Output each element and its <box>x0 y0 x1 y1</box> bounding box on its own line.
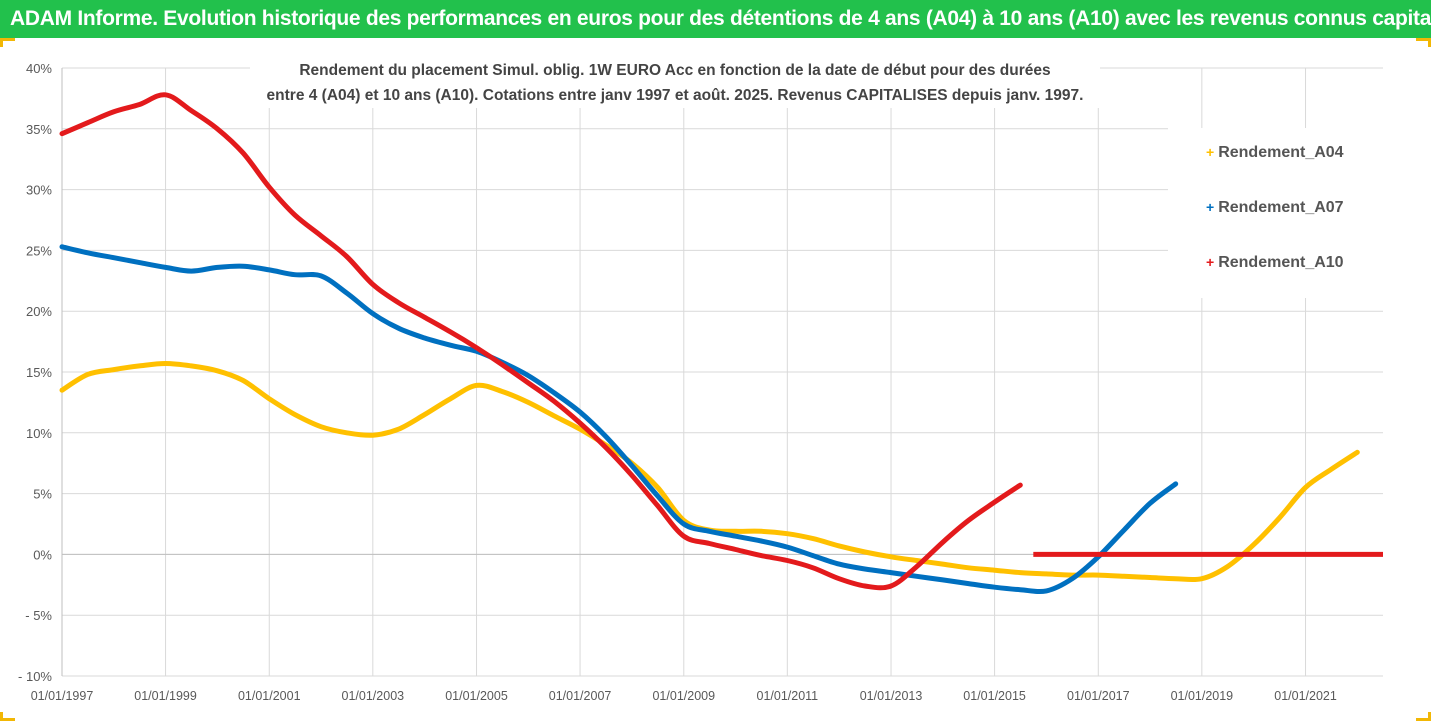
x-tick-label: 01/01/2003 <box>342 689 405 703</box>
legend-label-a07: Rendement_A07 <box>1218 199 1344 216</box>
y-axis-ticks: - 10% - 5% 0% 5% 10% 15% 20% 25% 30% 35% 40% <box>18 61 52 684</box>
x-tick-label: 01/01/1999 <box>134 689 197 703</box>
legend-marker-icon: + <box>1206 254 1215 270</box>
y-tick-label: 0% <box>33 547 52 562</box>
y-tick-label: 35% <box>26 122 52 137</box>
x-tick-label: 01/01/2007 <box>549 689 612 703</box>
series-line-rendement-a04 <box>59 361 1360 583</box>
legend-item-a10: + Rendement_A10 <box>1206 254 1344 278</box>
y-tick-label: 10% <box>26 426 52 441</box>
x-tick-label: 01/01/2019 <box>1171 689 1234 703</box>
x-tick-label: 01/01/2009 <box>652 689 715 703</box>
series-line-rendement-a10 <box>59 92 1023 591</box>
x-tick-label: 01/01/2015 <box>963 689 1026 703</box>
legend-label-a10: Rendement_A10 <box>1218 254 1344 271</box>
x-tick-label: 01/01/2017 <box>1067 689 1130 703</box>
y-tick-label: 30% <box>26 183 52 198</box>
chart-title: Rendement du placement Simul. oblig. 1W … <box>250 58 1100 108</box>
chart-legend: + Rendement_A04 + Rendement_A07 + Rendement… <box>1168 128 1383 298</box>
legend-marker-icon: + <box>1206 199 1215 215</box>
legend-marker-icon: + <box>1206 144 1215 160</box>
series-line-rendement-a07 <box>59 244 1179 595</box>
y-tick-label: 40% <box>26 61 52 76</box>
x-tick-label: 01/01/1997 <box>31 689 94 703</box>
chart-title-line-2: entre 4 (A04) et 10 ans (A10). Cotations… <box>266 87 1084 104</box>
corner-mark <box>0 712 15 721</box>
y-tick-label: - 5% <box>25 608 52 623</box>
legend-item-a04: + Rendement_A04 <box>1206 144 1344 168</box>
corner-mark <box>1416 712 1431 721</box>
x-tick-label: 01/01/2021 <box>1274 689 1337 703</box>
corner-mark <box>0 38 15 47</box>
corner-mark <box>1416 38 1431 47</box>
x-tick-label: 01/01/2013 <box>860 689 923 703</box>
legend-item-a07: + Rendement_A07 <box>1206 199 1344 223</box>
y-tick-label: 20% <box>26 304 52 319</box>
x-tick-label: 01/01/2005 <box>445 689 508 703</box>
series-layer <box>59 92 1383 595</box>
y-tick-label: 5% <box>33 487 52 502</box>
x-axis-ticks: 01/01/1997 01/01/1999 01/01/2001 01/01/2003… <box>31 689 1337 703</box>
y-tick-label: 15% <box>26 365 52 380</box>
y-tick-label: 25% <box>26 243 52 258</box>
x-tick-label: 01/01/2011 <box>757 689 819 703</box>
x-tick-label: 01/01/2001 <box>238 689 301 703</box>
chart-title-line-1: Rendement du placement Simul. oblig. 1W … <box>299 62 1051 79</box>
y-tick-label: - 10% <box>18 669 52 684</box>
legend-label-a04: Rendement_A04 <box>1218 144 1344 161</box>
report-banner-title: ADAM Informe. Evolution historique des p… <box>0 0 1431 38</box>
